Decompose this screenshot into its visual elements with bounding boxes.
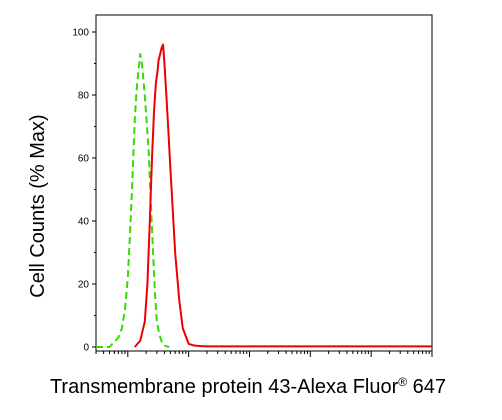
x-axis-title-superscript: ®	[398, 375, 407, 389]
y-tick-label: 60	[78, 154, 90, 165]
y-tick-label: 40	[78, 217, 90, 228]
x-axis-title-main: Transmembrane protein 43-Alexa Fluor	[50, 376, 399, 398]
plot-frame	[95, 14, 433, 352]
series-line-2	[133, 43, 432, 348]
y-axis-ticks: 0 20 40 60 80 100	[72, 28, 96, 354]
y-tick-label: 100	[72, 28, 89, 39]
x-axis-title-suffix: 647	[407, 376, 446, 398]
series-layer	[96, 43, 432, 348]
y-tick-label: 80	[78, 91, 90, 102]
y-tick-label: 0	[83, 343, 89, 354]
series-line-1	[96, 53, 170, 348]
y-tick-label: 20	[78, 280, 90, 291]
x-axis-ticks	[95, 351, 433, 357]
x-axis-title: Transmembrane protein 43-Alexa Fluor® 64…	[50, 375, 446, 398]
y-axis-title: Cell Counts (% Max)	[27, 114, 49, 297]
